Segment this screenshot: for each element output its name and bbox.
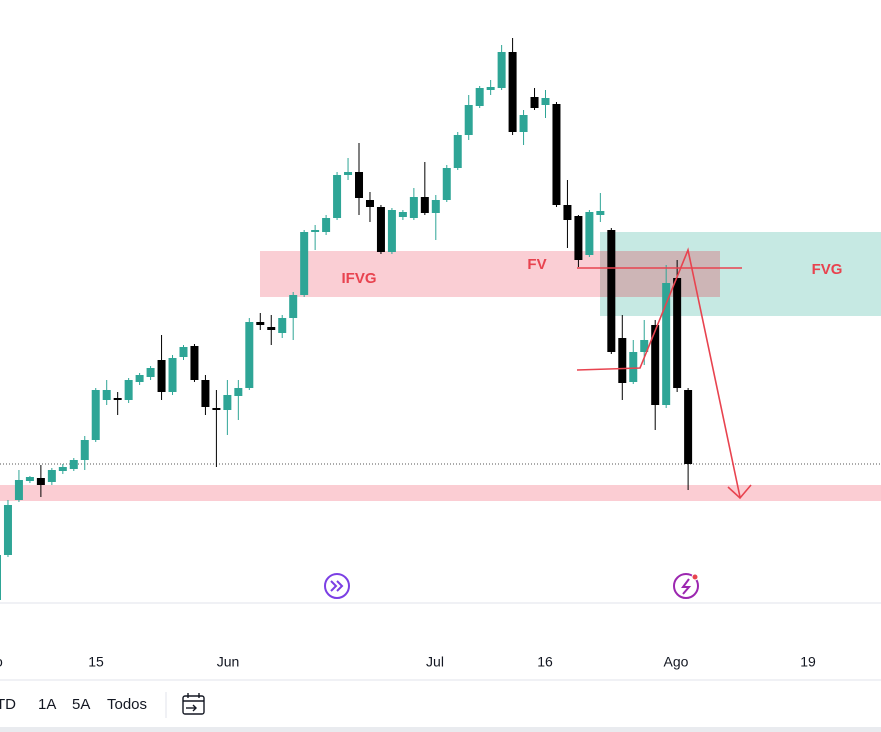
candle-body bbox=[102, 390, 111, 400]
candle-body bbox=[497, 52, 506, 88]
candle-body bbox=[289, 295, 298, 318]
candle-body bbox=[157, 360, 166, 392]
candle-body bbox=[245, 322, 254, 388]
candle-body bbox=[453, 135, 462, 168]
candle-body bbox=[190, 346, 199, 380]
candle-body bbox=[311, 230, 320, 232]
candle-body bbox=[69, 460, 78, 469]
projection-path bbox=[576, 247, 741, 498]
x-tick-label: 19 bbox=[800, 654, 816, 670]
annotation: FV bbox=[527, 256, 546, 273]
candle-body bbox=[486, 87, 495, 90]
candle-body bbox=[530, 97, 539, 108]
candle-body bbox=[267, 327, 276, 330]
candle-body bbox=[124, 380, 133, 400]
candle-body bbox=[0, 555, 1, 600]
candle-body bbox=[442, 168, 451, 200]
candle-body bbox=[3, 505, 12, 555]
candle-body bbox=[618, 338, 627, 383]
x-tick-label: Jul bbox=[426, 654, 444, 670]
candle-body bbox=[146, 368, 155, 377]
range-button[interactable]: 5A bbox=[72, 696, 90, 713]
date-range-icon[interactable] bbox=[182, 693, 205, 715]
candle-body bbox=[585, 212, 594, 255]
candle-body bbox=[376, 207, 385, 252]
x-tick-label: Ago bbox=[664, 654, 689, 670]
candle-body bbox=[519, 115, 528, 132]
candle-body bbox=[409, 197, 418, 218]
candle-body bbox=[662, 283, 671, 405]
candle-body bbox=[552, 104, 561, 205]
range-button[interactable]: TD bbox=[0, 696, 16, 713]
range-button[interactable]: 1A bbox=[38, 696, 56, 713]
candle-body bbox=[387, 210, 396, 252]
candle-body bbox=[36, 478, 45, 485]
candle-body bbox=[673, 278, 682, 388]
candle-body bbox=[91, 390, 100, 440]
candle-body bbox=[640, 340, 649, 352]
candle-body bbox=[278, 318, 287, 333]
bottom-strip bbox=[0, 727, 881, 732]
candle-body bbox=[234, 388, 243, 396]
candle-body bbox=[344, 172, 353, 175]
candle-body bbox=[135, 375, 144, 382]
candle-body bbox=[365, 200, 374, 207]
candle-body bbox=[574, 216, 583, 260]
x-tick-label: 15 bbox=[88, 654, 104, 670]
annotation: FVG bbox=[812, 261, 843, 278]
candle-body bbox=[14, 480, 23, 500]
candle-body bbox=[256, 322, 265, 325]
drawings bbox=[576, 247, 752, 500]
candle-body bbox=[684, 390, 693, 464]
candle-body bbox=[607, 230, 616, 352]
x-tick-label: 16 bbox=[537, 654, 553, 670]
x-tick-label: o bbox=[0, 654, 3, 670]
candle-body bbox=[464, 105, 473, 135]
candle-body bbox=[508, 52, 517, 132]
candle-body bbox=[431, 200, 440, 213]
candle-body bbox=[212, 408, 221, 410]
candle-body bbox=[398, 212, 407, 217]
candle-body bbox=[201, 380, 210, 407]
arrow-head bbox=[727, 484, 752, 500]
target-zone bbox=[0, 485, 881, 501]
candles bbox=[0, 38, 693, 600]
event-icon[interactable] bbox=[673, 573, 699, 599]
candle-body bbox=[80, 440, 89, 460]
event-icon[interactable] bbox=[324, 573, 350, 599]
candle-body bbox=[333, 175, 342, 218]
candle-body bbox=[629, 352, 638, 382]
candle-body bbox=[563, 205, 572, 220]
candle-body bbox=[420, 197, 429, 213]
range-button[interactable]: Todos bbox=[107, 696, 147, 713]
zones bbox=[0, 232, 881, 501]
candle-body bbox=[475, 88, 484, 106]
candle-body bbox=[179, 347, 188, 357]
candle-body bbox=[541, 98, 550, 105]
overlap-zone bbox=[600, 251, 720, 297]
candle-body bbox=[113, 398, 122, 400]
candle-body bbox=[300, 232, 309, 295]
x-tick-label: Jun bbox=[217, 654, 240, 670]
annotation: IFVG bbox=[341, 270, 376, 287]
candle-body bbox=[58, 467, 67, 471]
candle-body bbox=[47, 470, 56, 482]
candle-body bbox=[223, 395, 232, 410]
candle-body bbox=[168, 358, 177, 392]
candle-body bbox=[596, 211, 605, 215]
candle-body bbox=[322, 218, 331, 232]
candle-body bbox=[355, 172, 364, 198]
candle-body bbox=[25, 477, 34, 481]
candle-body bbox=[651, 325, 660, 405]
